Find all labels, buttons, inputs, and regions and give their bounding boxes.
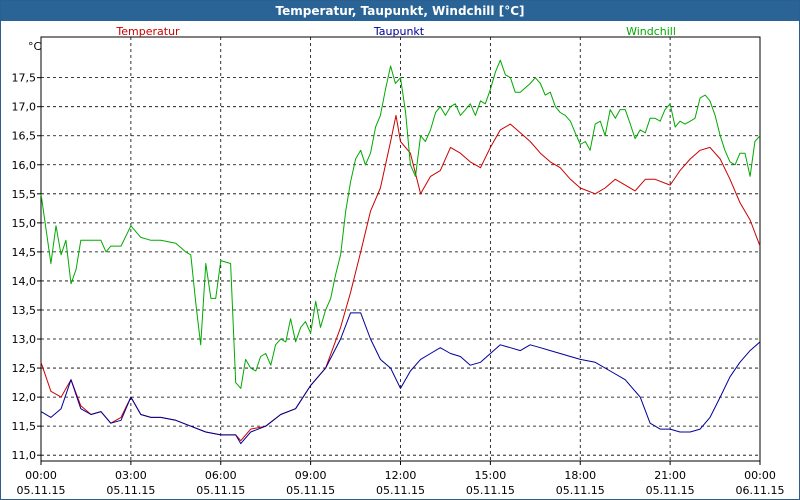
y-tick-label: 13,5 — [12, 304, 37, 317]
y-tick-label: 12,5 — [12, 362, 37, 375]
series-line-windchill — [40, 59, 761, 389]
y-tick-label: 13,0 — [12, 333, 37, 346]
y-axis-unit-label: °C — [28, 40, 42, 53]
x-tick-date-label: 05.11.15 — [376, 484, 425, 497]
x-axis-ticks: 00:00 05.11.15 03:00 05.11.15 06:00 05.11.15 0… — [17, 461, 785, 497]
x-tick-date-label: 05.11.15 — [646, 484, 695, 497]
x-tick-time-label: 03:00 — [115, 469, 147, 482]
y-tick-label: 11,5 — [12, 420, 37, 433]
y-tick-label: 17,5 — [12, 72, 37, 85]
y-tick-label: 16,5 — [12, 130, 37, 143]
x-tick-date-label: 05.11.15 — [466, 484, 515, 497]
y-tick-label: 11,0 — [12, 449, 37, 462]
legend: Temperatur Taupunkt Windchill — [115, 25, 676, 38]
grid-lines — [41, 37, 760, 461]
x-tick-date-label: 05.11.15 — [196, 484, 245, 497]
x-tick-date-label: 06.11.15 — [736, 484, 785, 497]
x-tick-date-label: 05.11.15 — [286, 484, 335, 497]
x-tick-time-label: 06:00 — [205, 469, 237, 482]
legend-label-taupunkt: Taupunkt — [373, 25, 425, 38]
y-tick-label: 17,0 — [12, 101, 37, 114]
x-tick-time-label: 09:00 — [295, 469, 327, 482]
series-line-taupunkt — [40, 312, 761, 445]
x-tick-time-label: 12:00 — [385, 469, 417, 482]
x-tick-time-label: 18:00 — [564, 469, 596, 482]
y-tick-label: 15,0 — [12, 217, 37, 230]
y-tick-label: 15,5 — [12, 188, 37, 201]
x-tick-date-label: 05.11.15 — [106, 484, 155, 497]
y-axis-ticks: 11,0 11,5 12,0 12,5 13,0 13,5 14,0 14,5 15,0 15,5… — [12, 72, 41, 462]
legend-label-temperatur: Temperatur — [115, 25, 180, 38]
x-tick-time-label: 21:00 — [654, 469, 686, 482]
x-tick-date-label: 05.11.15 — [17, 484, 66, 497]
legend-label-windchill: Windchill — [626, 25, 676, 38]
y-tick-label: 16,0 — [12, 159, 37, 172]
x-tick-time-label: 00:00 — [25, 469, 57, 482]
y-tick-label: 14,5 — [12, 246, 37, 259]
x-tick-date-label: 05.11.15 — [556, 484, 605, 497]
series-lines — [40, 59, 761, 445]
chart-title: Temperatur, Taupunkt, Windchill [°C] — [1, 1, 799, 21]
y-tick-label: 14,0 — [12, 275, 37, 288]
x-tick-time-label: 15:00 — [475, 469, 507, 482]
x-tick-time-label: 00:00 — [744, 469, 776, 482]
y-tick-label: 12,0 — [12, 391, 37, 404]
